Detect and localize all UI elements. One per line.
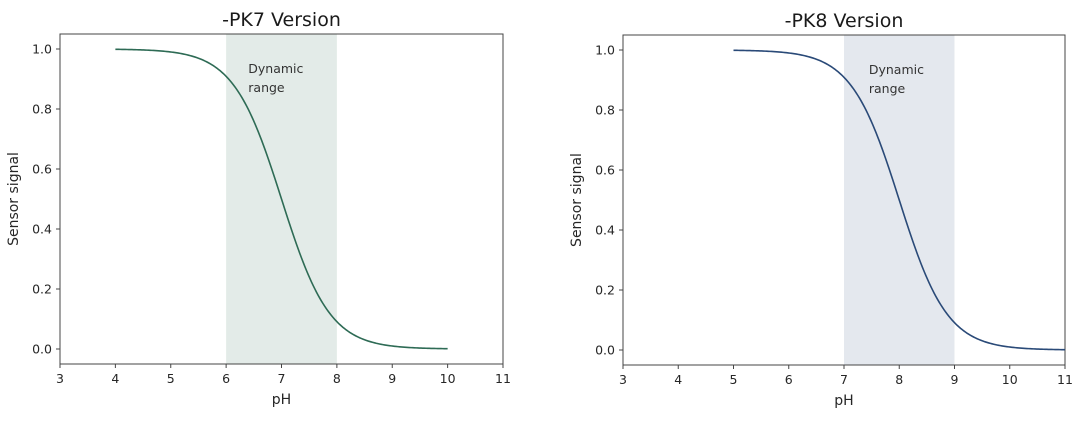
y-tick-label: 1.0 bbox=[32, 42, 52, 57]
y-tick-label: 0.8 bbox=[595, 103, 615, 118]
dynamic-range-annotation: range bbox=[248, 80, 285, 95]
x-tick-label: 3 bbox=[56, 371, 64, 386]
x-tick-label: 5 bbox=[167, 371, 175, 386]
x-tick-label: 10 bbox=[440, 371, 456, 386]
y-axis-label: Sensor signal bbox=[6, 152, 22, 246]
chart-title: -PK8 Version bbox=[785, 10, 904, 32]
y-tick-label: 0.6 bbox=[32, 162, 52, 177]
x-tick-label: 6 bbox=[785, 372, 793, 387]
x-tick-label: 11 bbox=[1057, 372, 1073, 387]
x-tick-label: 11 bbox=[495, 371, 511, 386]
dynamic-range-annotation: Dynamic bbox=[248, 61, 303, 76]
x-tick-label: 7 bbox=[278, 371, 286, 386]
x-tick-label: 8 bbox=[333, 371, 341, 386]
y-tick-label: 1.0 bbox=[595, 43, 615, 58]
x-tick-label: 5 bbox=[730, 372, 738, 387]
y-tick-label: 0.4 bbox=[595, 223, 615, 238]
sensor-signal-curve bbox=[733, 49, 1066, 351]
dynamic-range-annotation: Dynamic bbox=[869, 62, 924, 77]
x-tick-label: 10 bbox=[1002, 372, 1018, 387]
x-tick-label: 9 bbox=[951, 372, 959, 387]
y-tick-label: 0.2 bbox=[32, 282, 52, 297]
dynamic-range-annotation: range bbox=[869, 81, 906, 96]
chart-panel-1: 3 4 5 6 7 8 9 10 11 0.0 0.2 0.4 0.6 0.8 1.0 -PK7 Versio… bbox=[6, 9, 511, 408]
x-tick-label: 9 bbox=[388, 371, 396, 386]
x-axis-label: pH bbox=[272, 392, 291, 408]
x-tick-label: 7 bbox=[840, 372, 848, 387]
y-tick-label: 0.8 bbox=[32, 102, 52, 117]
x-tick-label: 3 bbox=[619, 372, 627, 387]
chart-title: -PK7 Version bbox=[222, 9, 341, 31]
sensor-signal-curve bbox=[115, 48, 448, 350]
x-tick-label: 8 bbox=[895, 372, 903, 387]
y-tick-label: 0.2 bbox=[595, 283, 615, 298]
x-tick-label: 6 bbox=[222, 371, 230, 386]
y-tick-label: 0.4 bbox=[32, 222, 52, 237]
y-tick-label: 0.0 bbox=[32, 342, 52, 357]
y-tick-label: 0.0 bbox=[595, 343, 615, 358]
x-axis-label: pH bbox=[834, 393, 853, 409]
y-axis-label: Sensor signal bbox=[569, 153, 585, 247]
x-tick-label: 4 bbox=[111, 371, 119, 386]
chart-panel-2: 3 4 5 6 7 8 9 10 11 0.0 0.2 0.4 0.6 0.8 1.0 -PK8 Versio… bbox=[569, 10, 1073, 409]
x-tick-label: 4 bbox=[674, 372, 682, 387]
y-tick-label: 0.6 bbox=[595, 163, 615, 178]
